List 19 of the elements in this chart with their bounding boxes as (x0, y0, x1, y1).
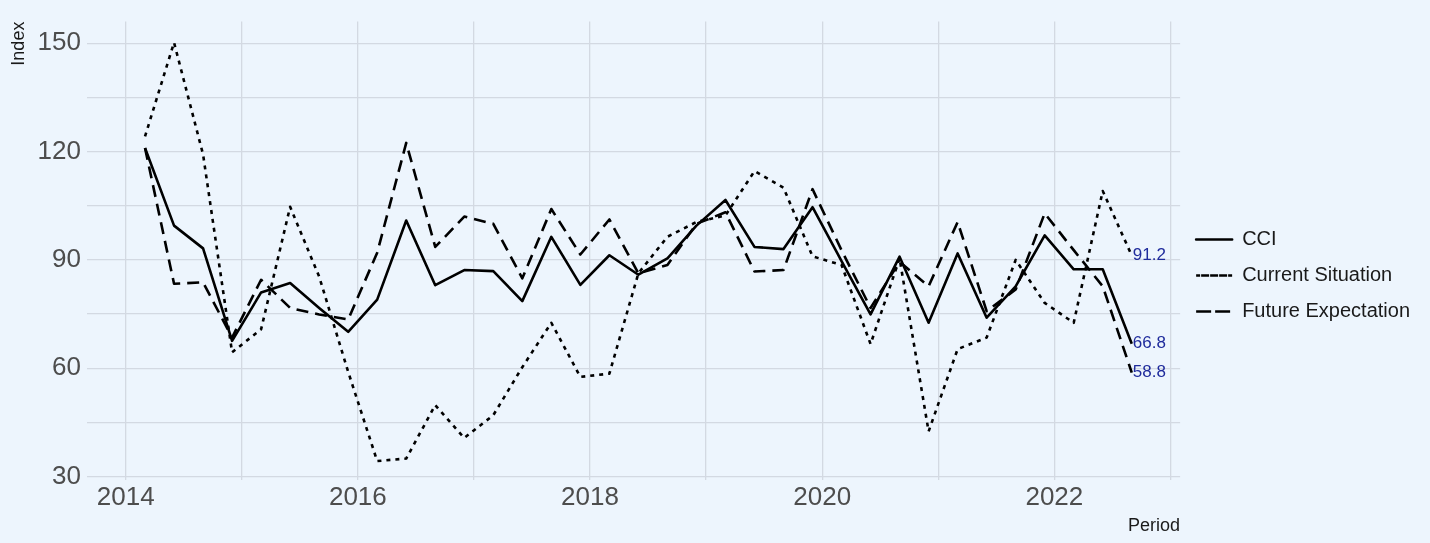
legend-label: Current Situation (1242, 263, 1393, 286)
x-tick-label: 2022 (1025, 480, 1084, 511)
x-tick-label: 2016 (328, 480, 387, 511)
x-tick-label: 2020 (793, 480, 852, 511)
legend-label: CCI (1242, 227, 1277, 250)
y-tick-label: 30 (52, 459, 81, 490)
data-label: 58.8 (1132, 362, 1166, 382)
y-tick-label: 60 (52, 351, 81, 382)
line-series (143, 41, 1134, 463)
y-tick-label: 90 (52, 243, 81, 274)
x-tick-label: 2018 (561, 480, 619, 511)
data-label: 91.2 (1132, 245, 1166, 265)
y-tick-label: 150 (37, 26, 81, 57)
x-tick-label: 2014 (96, 480, 155, 511)
x-axis-title: Period (1128, 515, 1181, 536)
y-tick-label: 120 (37, 134, 81, 165)
legend-label: Future Expectation (1242, 299, 1410, 322)
y-axis-title: Index (7, 21, 28, 66)
data-label: 66.8 (1132, 333, 1166, 353)
